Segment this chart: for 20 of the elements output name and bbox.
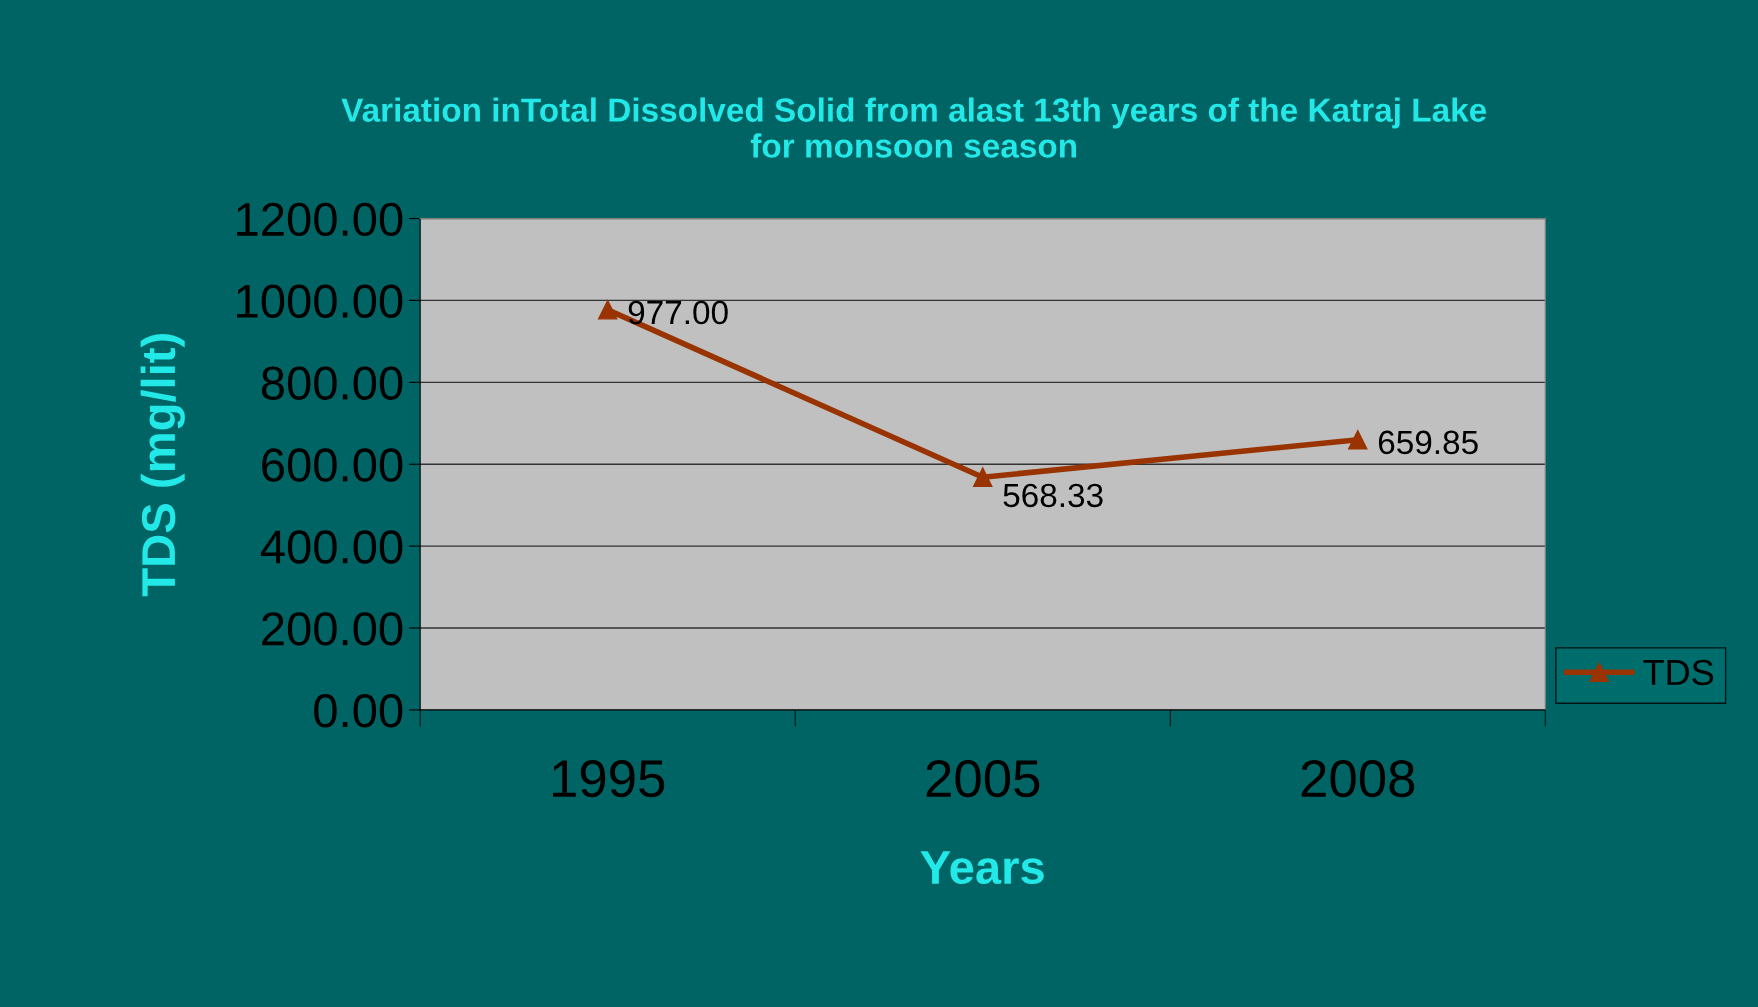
y-tick-label: 600.00: [262, 448, 403, 482]
x-axis-title: Years: [920, 851, 1044, 885]
legend-label: TDS: [1643, 659, 1714, 686]
y-tick-label: 1000.00: [237, 284, 403, 318]
y-tick-label: 0.00: [314, 694, 403, 728]
point: [597, 300, 618, 320]
data-label: 977.00: [628, 300, 728, 325]
x-tick-label: 2008: [1301, 759, 1415, 798]
data-label: 659.85: [1378, 430, 1478, 455]
y-tick-label: 1200.00: [237, 202, 403, 237]
y-tick-label: 400.00: [260, 530, 403, 564]
x-tick-label: 2005: [926, 759, 1040, 798]
data-label: 568.33: [1003, 483, 1103, 508]
y-tick-label: 800.00: [261, 366, 403, 400]
point: [972, 467, 993, 487]
chart-title: Variation inTotal Dissolved Solid from alast 13th years of the Katraj Lake for monsoon season: [341, 97, 1487, 158]
x-tick-label: 1995: [553, 759, 665, 798]
point: [1348, 429, 1368, 450]
y-axis-title: TDS (mg/lit): [140, 334, 185, 597]
y-tick-label: 200.00: [262, 612, 403, 646]
